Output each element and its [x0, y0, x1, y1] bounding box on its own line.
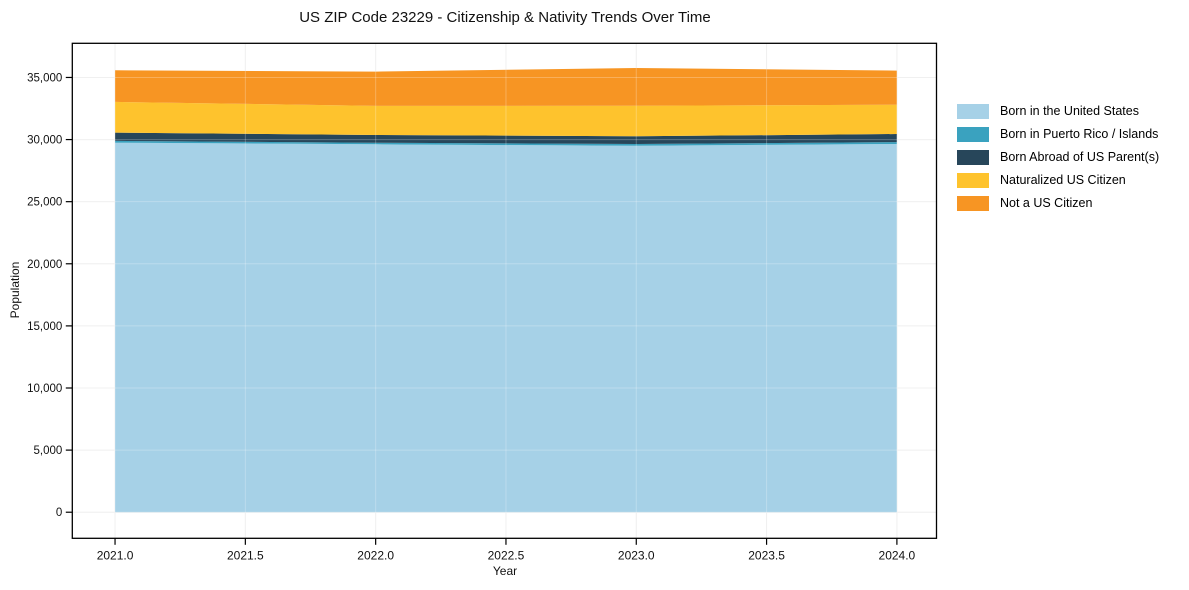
legend-item-not-a-us-citizen: Not a US Citizen	[957, 196, 1159, 212]
area-born-abroad-of-us-parent-s	[115, 132, 897, 144]
x-tick-label: 2023.5	[748, 548, 785, 562]
y-tick-label: 25,000	[27, 197, 62, 209]
legend-swatch-icon	[957, 150, 989, 166]
area-not-a-us-citizen	[115, 68, 897, 106]
area-naturalized-us-citizen	[115, 101, 897, 137]
legend-item-born-in-the-united-states: Born in the United States	[957, 104, 1159, 120]
x-tick-label: 2023.0	[618, 548, 655, 562]
legend-label: Not a US Citizen	[1000, 196, 1093, 210]
legend-item-born-abroad-of-us-parent-s: Born Abroad of US Parent(s)	[957, 150, 1159, 166]
y-tick-label: 0	[56, 507, 62, 519]
area-born-in-puerto-rico-islands	[115, 140, 897, 146]
x-axis-label: Year	[492, 564, 518, 578]
legend-label: Born in the United States	[1000, 104, 1139, 118]
plot-frame	[71, 42, 938, 539]
y-tick-label: 20,000	[27, 259, 62, 271]
x-tick-label: 2022.5	[488, 548, 525, 562]
legend-item-born-in-puerto-rico-islands: Born in Puerto Rico / Islands	[957, 127, 1159, 143]
legend-item-naturalized-us-citizen: Naturalized US Citizen	[957, 173, 1159, 189]
y-tick-label: 10,000	[27, 383, 62, 395]
legend: Born in the United States Born in Puerto …	[957, 104, 1159, 212]
y-tick-label: 5,000	[34, 445, 63, 457]
y-tick-label: 15,000	[27, 321, 62, 333]
legend-swatch-icon	[957, 196, 989, 212]
x-tick-label: 2021.0	[97, 548, 134, 562]
legend-label: Born Abroad of US Parent(s)	[1000, 150, 1160, 164]
legend-swatch-icon	[957, 127, 989, 143]
y-tick-label: 35,000	[27, 72, 62, 84]
y-axis-label: Population	[8, 261, 22, 319]
legend-label: Born in Puerto Rico / Islands	[1000, 127, 1159, 141]
legend-swatch-icon	[957, 104, 989, 120]
area-born-in-the-united-states	[115, 142, 897, 513]
y-tick-label: 30,000	[27, 135, 62, 147]
x-tick-label: 2024.0	[879, 548, 916, 562]
x-tick-label: 2021.5	[227, 548, 264, 562]
x-tick-label: 2022.0	[357, 548, 394, 562]
legend-swatch-icon	[957, 173, 989, 189]
legend-label: Naturalized US Citizen	[1000, 173, 1126, 187]
chart-title: US ZIP Code 23229 - Citizenship & Nativi…	[299, 9, 711, 26]
